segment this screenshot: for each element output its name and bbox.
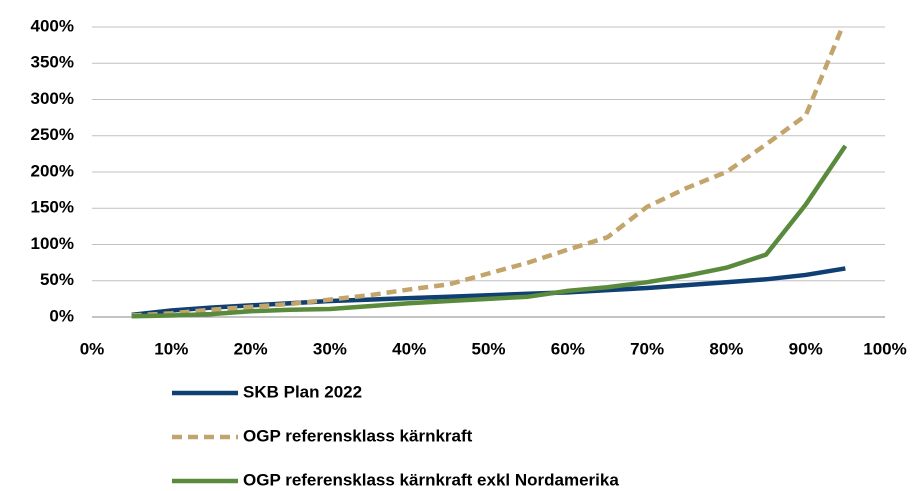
x-tick-label: 70% <box>630 339 664 358</box>
x-tick-label: 0% <box>80 339 105 358</box>
x-tick-label: 100% <box>863 339 906 358</box>
x-tick-label: 80% <box>709 339 743 358</box>
x-tick-label: 20% <box>234 339 268 358</box>
y-tick-label: 250% <box>31 125 74 144</box>
plot-area <box>131 27 848 319</box>
y-tick-label: 150% <box>31 198 74 217</box>
y-tick-label: 100% <box>31 234 74 253</box>
x-tick-label: 10% <box>154 339 188 358</box>
y-tick-label: 400% <box>31 16 74 35</box>
data-line <box>131 27 845 318</box>
x-tick-label: 50% <box>471 339 505 358</box>
y-tick-label: 350% <box>31 53 74 72</box>
legend-label: OGP referensklass kärnkraft <box>243 426 473 445</box>
data-line <box>131 144 848 319</box>
x-tick-label: 60% <box>551 339 585 358</box>
y-tick-label: 50% <box>40 270 74 289</box>
x-tick-label: 30% <box>313 339 347 358</box>
legend-label: SKB Plan 2022 <box>243 382 362 401</box>
y-tick-label: 300% <box>31 89 74 108</box>
y-tick-label: 0% <box>49 306 74 325</box>
y-tick-label: 200% <box>31 161 74 180</box>
x-tick-label: 40% <box>392 339 426 358</box>
legend-label: OGP referensklass kärnkraft exkl Nordame… <box>243 470 619 489</box>
x-tick-label: 90% <box>789 339 823 358</box>
